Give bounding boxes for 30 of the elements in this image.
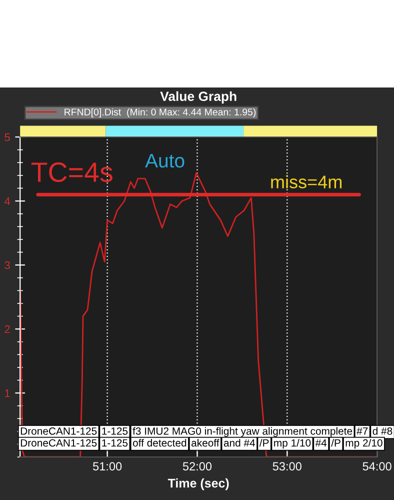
annotation: TC=4s (31, 162, 112, 182)
annotation: Auto (145, 154, 184, 168)
legend-label: RFND[0].Dist (Min: 0 Max: 4.44 Mean: 1.95) (64, 108, 256, 118)
annotation: DroneCAN1-125 (20, 427, 97, 435)
annotation: d #8 (372, 427, 392, 435)
x-axis-title: Time (sec) (168, 478, 229, 490)
y-tick-label: 5 (4, 133, 10, 142)
annotation: #4 (315, 439, 327, 447)
y-tick-label: 1 (5, 389, 10, 398)
annotation: 1-125 (102, 439, 128, 447)
x-tick-label: 51:00 (93, 462, 122, 471)
annotation: DroneCAN1-125 (20, 439, 97, 447)
annotation: f3 IMU2 MAG0 in-flight yaw alignment complete (132, 427, 352, 437)
annotation: mp 1/10 (274, 438, 311, 449)
x-tick-label: 52:00 (182, 462, 212, 471)
annotation: and #4 (224, 438, 256, 447)
annotation: mp 2/10 (346, 438, 382, 449)
y-tick-label: 4 (4, 197, 10, 206)
chart-title: Value Graph (160, 91, 236, 104)
annotation: /P (331, 438, 340, 447)
y-tick-label: 3 (4, 261, 10, 270)
annotation: /P (259, 438, 269, 447)
annotation: 1-125 (102, 427, 128, 435)
annotation: #7 (356, 428, 368, 435)
x-tick-label: 53:00 (272, 462, 302, 471)
y-tick-label: 2 (4, 325, 10, 334)
x-tick-label: 54:00 (362, 462, 392, 471)
annotation: akeoff (192, 438, 220, 447)
annotation: miss=4m (271, 175, 342, 188)
annotation: off detected (132, 438, 186, 447)
